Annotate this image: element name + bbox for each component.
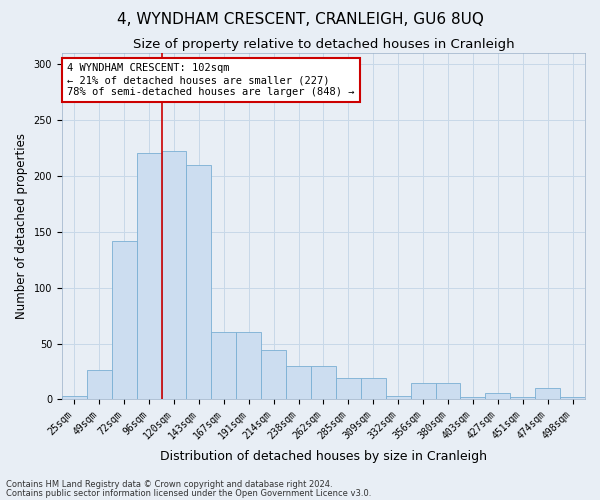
Bar — [286, 366, 311, 400]
Text: Contains public sector information licensed under the Open Government Licence v3: Contains public sector information licen… — [6, 488, 371, 498]
Bar — [161, 152, 187, 400]
Bar — [535, 388, 560, 400]
Bar — [236, 332, 261, 400]
Bar — [187, 165, 211, 400]
Bar — [137, 152, 161, 400]
Bar — [112, 241, 137, 400]
Bar — [560, 397, 585, 400]
Bar — [62, 396, 87, 400]
Title: Size of property relative to detached houses in Cranleigh: Size of property relative to detached ho… — [133, 38, 514, 51]
Text: Contains HM Land Registry data © Crown copyright and database right 2024.: Contains HM Land Registry data © Crown c… — [6, 480, 332, 489]
Bar — [410, 382, 436, 400]
Bar — [361, 378, 386, 400]
Text: 4 WYNDHAM CRESCENT: 102sqm
← 21% of detached houses are smaller (227)
78% of sem: 4 WYNDHAM CRESCENT: 102sqm ← 21% of deta… — [67, 64, 355, 96]
X-axis label: Distribution of detached houses by size in Cranleigh: Distribution of detached houses by size … — [160, 450, 487, 462]
Bar — [311, 366, 336, 400]
Bar — [460, 397, 485, 400]
Bar — [485, 392, 510, 400]
Y-axis label: Number of detached properties: Number of detached properties — [15, 134, 28, 320]
Bar — [211, 332, 236, 400]
Bar — [436, 382, 460, 400]
Text: 4, WYNDHAM CRESCENT, CRANLEIGH, GU6 8UQ: 4, WYNDHAM CRESCENT, CRANLEIGH, GU6 8UQ — [116, 12, 484, 28]
Bar — [510, 397, 535, 400]
Bar — [87, 370, 112, 400]
Bar — [336, 378, 361, 400]
Bar — [261, 350, 286, 400]
Bar — [386, 396, 410, 400]
